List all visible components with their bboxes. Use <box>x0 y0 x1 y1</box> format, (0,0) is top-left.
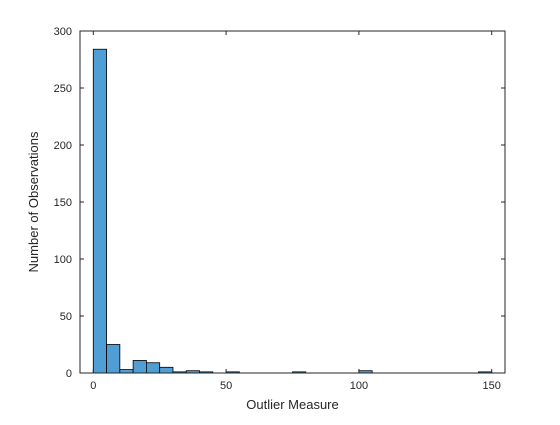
y-tick-label: 100 <box>54 254 72 266</box>
y-tick-label: 0 <box>66 368 72 380</box>
x-axis-ticks: 0 50 100 150 <box>90 31 501 392</box>
y-axis-label: Number of Observations <box>26 131 41 272</box>
y-tick-label: 50 <box>60 311 72 323</box>
y-tick-label: 300 <box>54 26 72 38</box>
x-tick-label: 0 <box>90 380 96 392</box>
histogram-bar <box>132 360 147 374</box>
y-axis-ticks: 0 50 100 150 200 250 300 <box>54 26 505 380</box>
y-tick-label: 200 <box>54 140 72 152</box>
y-tick-label: 150 <box>54 197 72 209</box>
x-tick-label: 50 <box>220 380 232 392</box>
y-tick-label: 250 <box>54 83 72 95</box>
plot-area-border <box>79 30 506 374</box>
histogram-bar <box>92 48 107 374</box>
histogram-bar <box>159 366 174 374</box>
bars-group <box>92 48 493 374</box>
x-tick-label: 100 <box>350 380 368 392</box>
histogram-bar <box>106 344 121 374</box>
x-axis-label: Outlier Measure <box>246 397 338 412</box>
histogram-bar <box>119 369 134 374</box>
histogram-bar <box>146 362 161 374</box>
x-tick-label: 150 <box>483 380 501 392</box>
